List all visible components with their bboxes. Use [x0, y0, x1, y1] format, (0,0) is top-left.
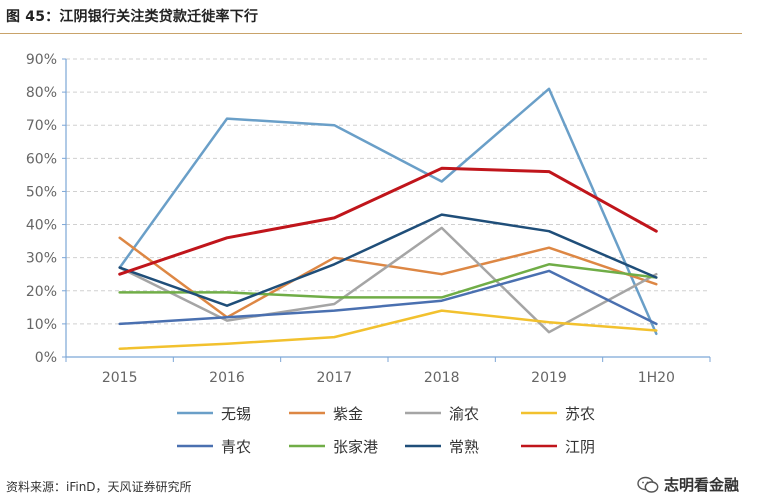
wechat-icon — [637, 476, 659, 493]
y-tick-label: 70% — [26, 118, 57, 134]
legend-label: 紫金 — [333, 405, 363, 423]
y-tick-label: 60% — [26, 151, 57, 167]
legend-label: 江阴 — [565, 438, 595, 456]
title-divider — [0, 33, 742, 34]
legend-label: 青农 — [221, 438, 251, 456]
y-tick-label: 0% — [35, 350, 57, 366]
x-tick-label: 2017 — [317, 370, 353, 386]
legend-label: 常熟 — [449, 438, 479, 456]
source-note: 资料来源：iFinD，天风证券研究所 — [6, 480, 192, 494]
x-tick-label: 1H20 — [638, 370, 675, 386]
series-line — [118, 213, 658, 307]
y-tick-labels: 0% 10% 20% 30% 40% 50% 60% 70% 80% 90% — [26, 52, 57, 366]
watermark-brand: 志明看金融 — [637, 474, 739, 495]
y-tick-label: 90% — [26, 52, 57, 68]
legend-label: 无锡 — [221, 405, 251, 423]
series-lines — [118, 87, 658, 350]
y-tick-label: 80% — [26, 85, 57, 101]
series-line — [118, 309, 658, 350]
series-line — [118, 87, 658, 336]
y-tick-label: 50% — [26, 184, 57, 200]
legend-label: 张家港 — [333, 438, 378, 456]
y-tick-label: 10% — [26, 317, 57, 333]
x-tick-label: 2019 — [531, 370, 567, 386]
legend-label: 渝农 — [449, 405, 479, 423]
x-tick-label: 2018 — [424, 370, 460, 386]
watermark-text: 志明看金融 — [663, 476, 739, 494]
x-tick-label: 2015 — [102, 370, 138, 386]
y-tick-label: 30% — [26, 251, 57, 267]
series-line — [118, 269, 658, 326]
axes — [62, 58, 711, 362]
series-line — [118, 263, 658, 299]
figure-title: 图 45：江阴银行关注类贷款迁徙率下行 — [6, 9, 259, 25]
y-tick-label: 40% — [26, 218, 57, 234]
legend-label: 苏农 — [565, 405, 595, 423]
x-tick-label: 2016 — [209, 370, 245, 386]
series-line — [118, 166, 658, 276]
x-tick-labels: 2015 2016 2017 2018 2019 1H20 — [102, 370, 675, 386]
y-tick-label: 20% — [26, 284, 57, 300]
